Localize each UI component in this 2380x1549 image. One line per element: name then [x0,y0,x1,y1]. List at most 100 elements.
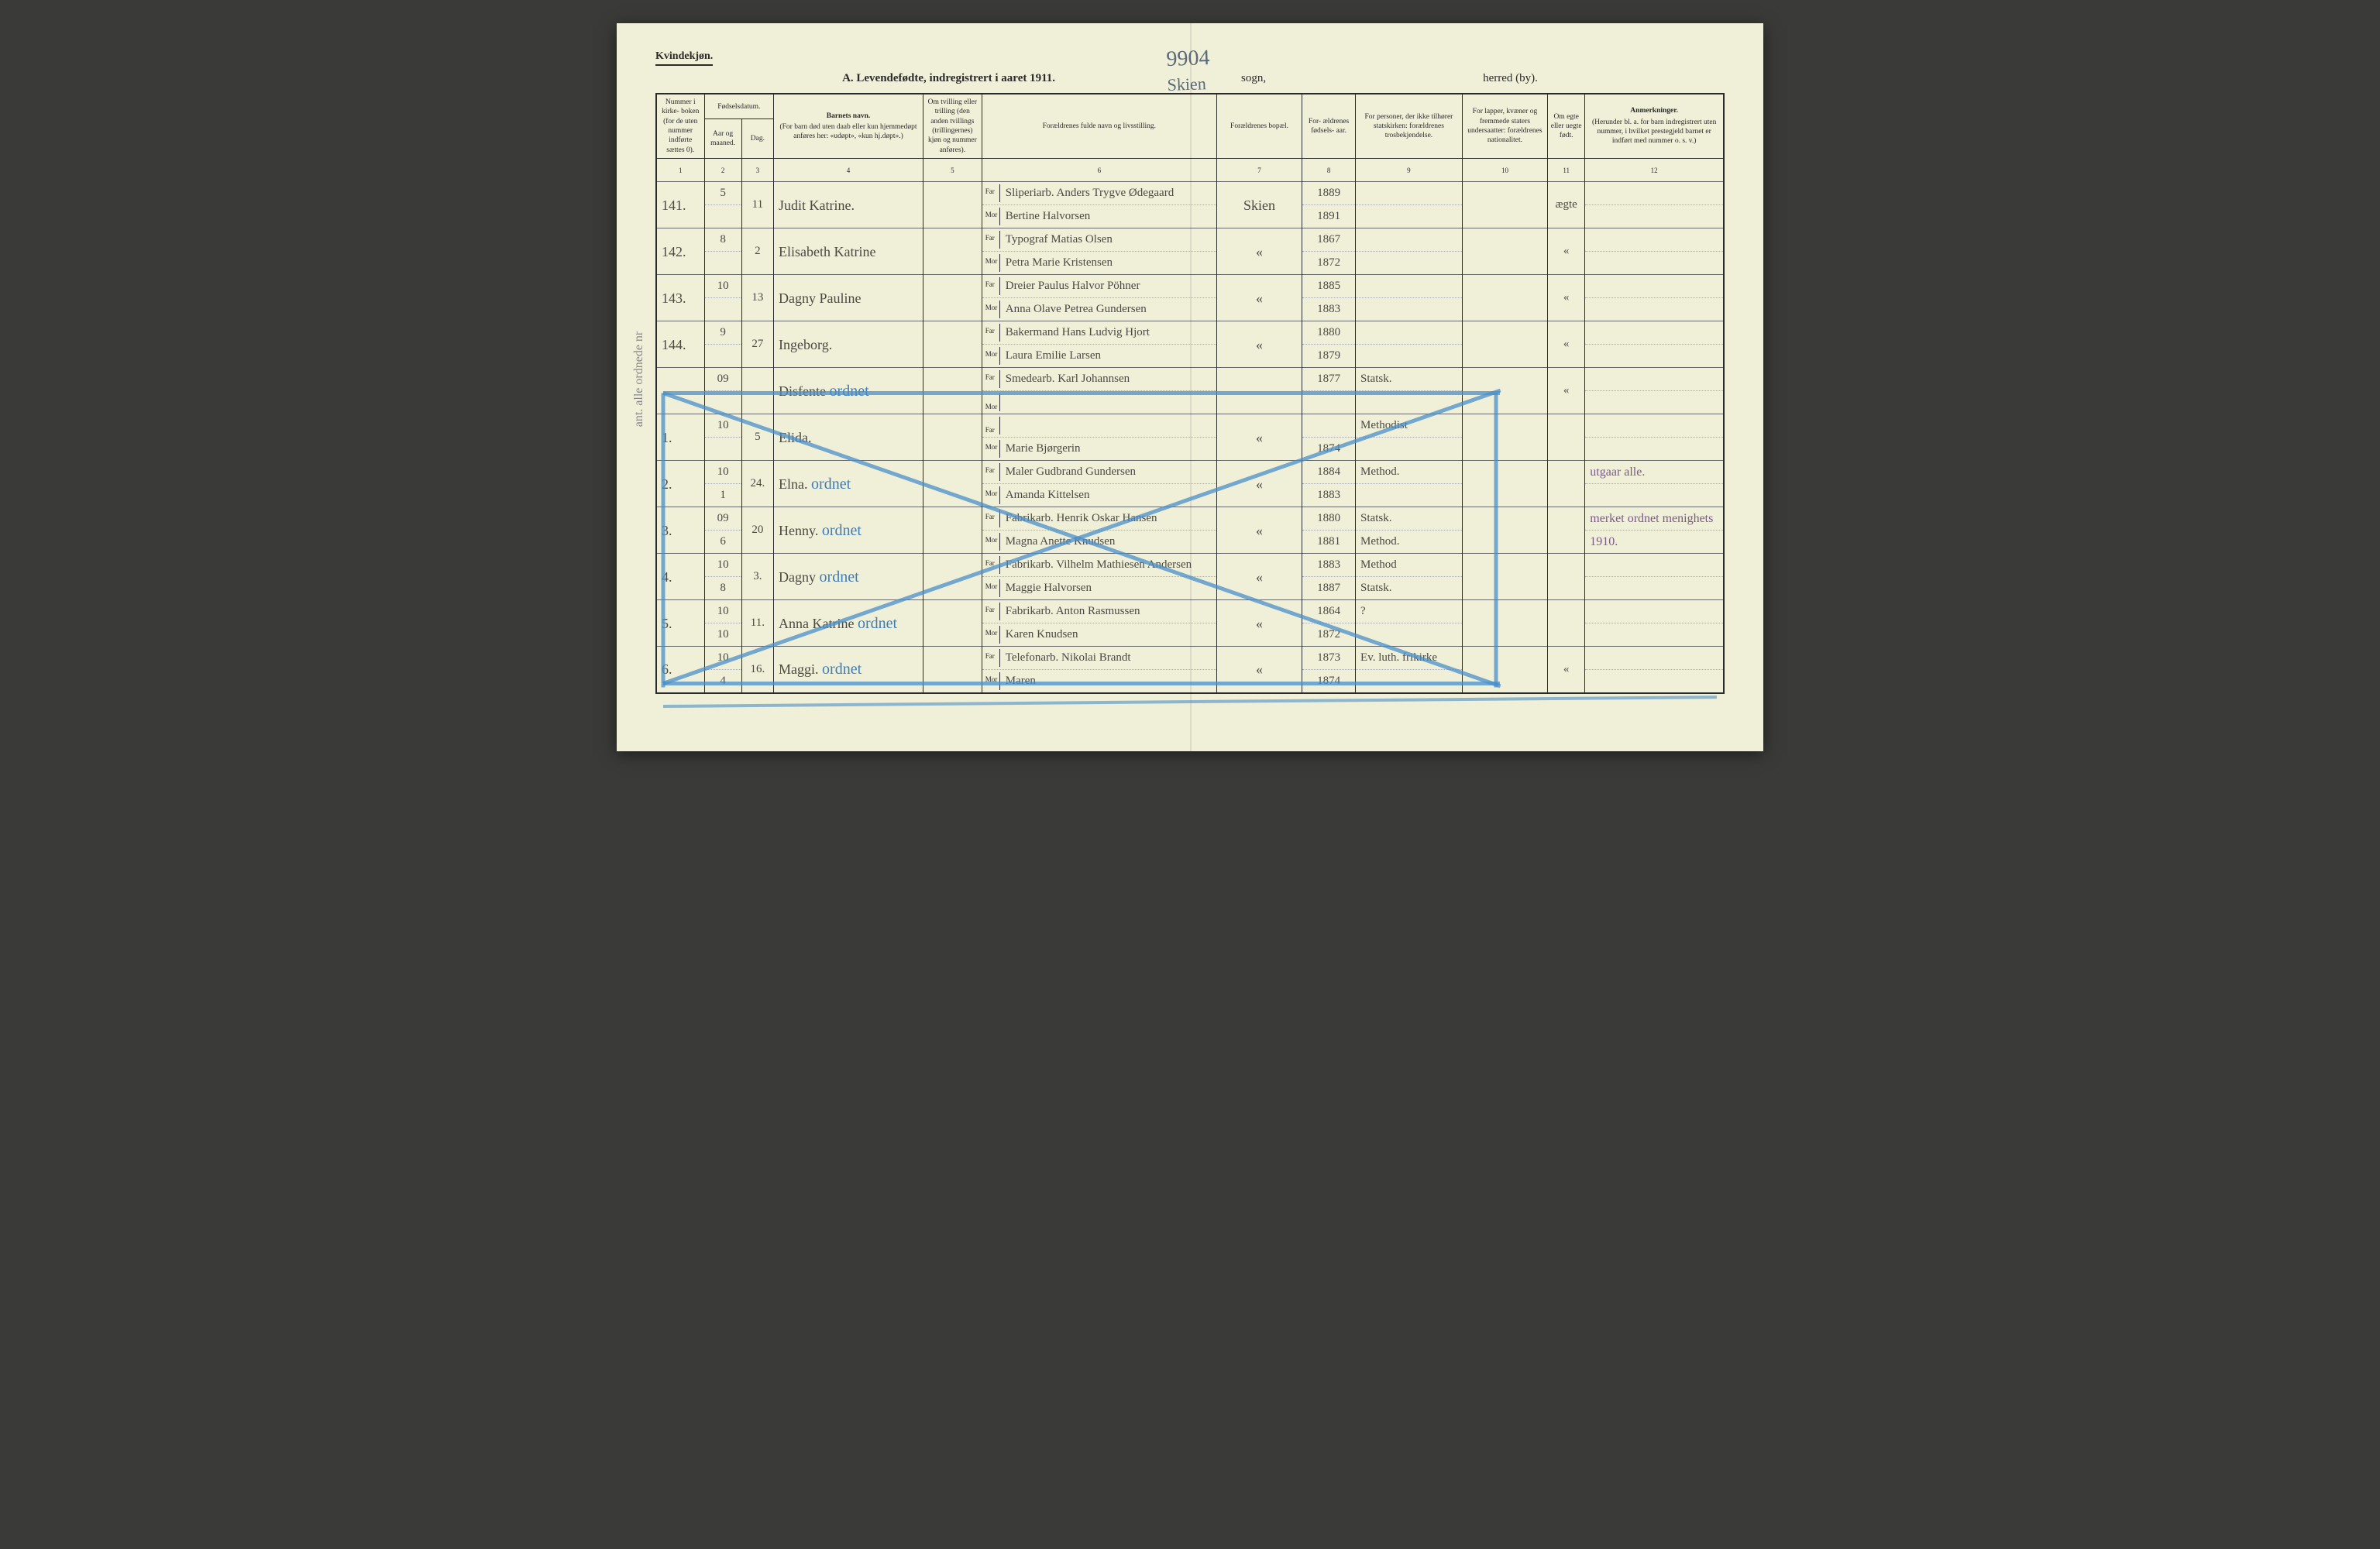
mother-cell: Mor [982,391,1216,414]
legitimacy [1548,600,1585,647]
entry-number: 1. [656,414,704,461]
child-name: Maggi. ordnet [774,647,923,693]
remarks [1585,275,1724,298]
twin-info [923,600,982,647]
mother-birth-year: 1879 [1302,345,1356,368]
birth-day: 24. [741,461,773,507]
religion-2 [1356,252,1463,275]
religion-2 [1356,345,1463,368]
entry-number: 4. [656,554,704,600]
remarks-2 [1585,623,1724,647]
religion-2 [1356,438,1463,461]
legitimacy: « [1548,321,1585,368]
father-cell: FarFabrikarb. Anton Rasmussen [982,600,1216,623]
child-name: Dagny Pauline [774,275,923,321]
mother-cell: MorLaura Emilie Larsen [982,345,1216,368]
birth-month: 09 [704,507,741,531]
residence: « [1216,321,1302,368]
table-row: 5.1011.Anna Katrine ordnetFarFabrikarb. … [656,600,1724,623]
residence: « [1216,414,1302,461]
legitimacy: « [1548,275,1585,321]
mother-birth-year: 1891 [1302,205,1356,228]
religion-2 [1356,298,1463,321]
nationality [1462,321,1547,368]
remarks-2 [1585,252,1724,275]
birth-day: 13 [741,275,773,321]
col-header-date: Fødselsdatum. [704,94,774,119]
religion [1356,321,1463,345]
legitimacy [1548,554,1585,600]
table-row: 144.927Ingeborg.FarBakermand Hans Ludvig… [656,321,1724,345]
legitimacy [1548,461,1585,507]
mother-cell: MorMarie Bjørgerin [982,438,1216,461]
entry-number: 142. [656,228,704,275]
religion-2 [1356,484,1463,507]
legitimacy: « [1548,647,1585,693]
religion-2 [1356,623,1463,647]
father-cell: FarBakermand Hans Ludvig Hjort [982,321,1216,345]
religion [1356,182,1463,205]
table-row: 143.1013Dagny PaulineFarDreier Paulus Ha… [656,275,1724,298]
twin-info [923,368,982,414]
entry-number: 5. [656,600,704,647]
religion: ? [1356,600,1463,623]
father-birth-year: 1884 [1302,461,1356,484]
religion [1356,228,1463,252]
nationality [1462,461,1547,507]
father-birth-year: 1880 [1302,507,1356,531]
col-header-9: For personer, der ikke tilhører statskir… [1356,94,1463,159]
mother-cell: MorPetra Marie Kristensen [982,252,1216,275]
remarks-2 [1585,345,1724,368]
residence: « [1216,461,1302,507]
herred-label: herred (by). [1483,72,1538,85]
birth-month: 10 [704,554,741,577]
birth-day: 5 [741,414,773,461]
handwritten-page-number: 9904 Skien [1166,46,1211,97]
mother-birth-year: 1874 [1302,438,1356,461]
col-header-3: Dag. [741,119,773,159]
birth-month: 10 [704,414,741,438]
remarks [1585,414,1724,438]
child-name: Ingeborg. [774,321,923,368]
residence: « [1216,275,1302,321]
father-birth-year [1302,414,1356,438]
twin-info [923,507,982,554]
register-page: 9904 Skien Kvindekjøn. A. Levendefødte, … [617,23,1763,751]
legitimacy [1548,507,1585,554]
twin-info [923,554,982,600]
remarks [1585,647,1724,670]
twin-info [923,321,982,368]
col-header-10: For lapper, kvæner og fremmede staters u… [1462,94,1547,159]
mother-cell: MorKaren Knudsen [982,623,1216,647]
table-row: 6.1016.Maggi. ordnetFarTelefonarb. Nikol… [656,647,1724,670]
child-name: Dagny ordnet [774,554,923,600]
child-name: Elna. ordnet [774,461,923,507]
entry-number: 3. [656,507,704,554]
birth-month-2 [704,252,741,275]
sogn-label: sogn, [1241,72,1266,85]
birth-day: 11 [741,182,773,228]
remarks-2 [1585,391,1724,414]
birth-month: 8 [704,228,741,252]
remarks: merket ordnet menighets [1585,507,1724,531]
register-title: A. Levendefødte, indregistrert i aaret 1… [842,72,1055,85]
religion: Statsk. [1356,507,1463,531]
nationality [1462,182,1547,228]
mother-cell: MorMaren [982,670,1216,693]
father-cell: FarTelefonarb. Nikolai Brandt [982,647,1216,670]
nationality [1462,368,1547,414]
religion-2: Method. [1356,531,1463,554]
nationality [1462,554,1547,600]
birth-month-2: 8 [704,577,741,600]
col-header-5: Om tvilling eller trilling (den anden tv… [923,94,982,159]
mother-birth-year: 1883 [1302,298,1356,321]
father-cell: FarTypograf Matias Olsen [982,228,1216,252]
religion: Statsk. [1356,368,1463,391]
mother-birth-year: 1872 [1302,252,1356,275]
remarks-2 [1585,670,1724,693]
twin-info [923,228,982,275]
birth-day: 11. [741,600,773,647]
entry-number: 2. [656,461,704,507]
father-birth-year: 1880 [1302,321,1356,345]
table-row: 2.1024.Elna. ordnetFarMaler Gudbrand Gun… [656,461,1724,484]
